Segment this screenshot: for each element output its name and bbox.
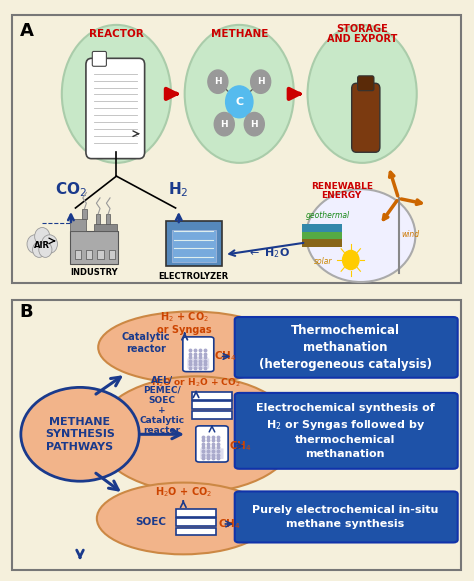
Ellipse shape (308, 25, 417, 163)
Ellipse shape (62, 25, 171, 163)
FancyBboxPatch shape (235, 393, 458, 469)
Text: solar: solar (314, 257, 333, 266)
Bar (74, 250, 81, 260)
FancyBboxPatch shape (176, 528, 216, 535)
Text: geothermal: geothermal (306, 211, 350, 220)
Circle shape (33, 242, 46, 257)
FancyBboxPatch shape (235, 317, 458, 378)
Text: Catalytic
reactor: Catalytic reactor (122, 332, 170, 354)
Bar (301, 232, 342, 239)
Bar (109, 250, 115, 260)
Bar (96, 214, 100, 224)
Bar (70, 231, 118, 264)
Text: CH$_4$: CH$_4$ (214, 350, 237, 363)
Text: METHANE
SYNTHESIS
PATHWAYS: METHANE SYNTHESIS PATHWAYS (45, 417, 115, 451)
FancyBboxPatch shape (357, 76, 374, 91)
Text: INDUSTRY: INDUSTRY (70, 268, 118, 277)
Circle shape (244, 113, 264, 136)
Bar (70, 219, 86, 231)
FancyBboxPatch shape (172, 230, 216, 262)
FancyBboxPatch shape (176, 518, 216, 526)
Bar (82, 209, 87, 219)
Text: H$_2$ + CO$_2$
or Syngas: H$_2$ + CO$_2$ or Syngas (157, 310, 212, 335)
Text: A: A (19, 22, 33, 40)
FancyBboxPatch shape (192, 392, 232, 400)
Bar (301, 224, 342, 232)
FancyBboxPatch shape (352, 83, 380, 152)
Ellipse shape (96, 376, 296, 492)
Ellipse shape (98, 311, 285, 383)
Text: H: H (250, 120, 258, 128)
FancyBboxPatch shape (192, 401, 232, 409)
Circle shape (343, 250, 359, 270)
FancyBboxPatch shape (235, 492, 458, 543)
FancyBboxPatch shape (165, 221, 222, 266)
FancyBboxPatch shape (187, 358, 209, 368)
Text: CH$_4$: CH$_4$ (229, 439, 251, 453)
Text: Thermochemical
methanation
(heterogeneous catalysis): Thermochemical methanation (heterogeneou… (259, 324, 432, 371)
Text: SOEC: SOEC (135, 517, 166, 527)
Ellipse shape (21, 388, 139, 481)
FancyBboxPatch shape (176, 509, 216, 517)
Text: H$_2$O + CO$_2$: H$_2$O + CO$_2$ (155, 485, 212, 499)
Text: ELECTROLYZER: ELECTROLYZER (159, 272, 229, 281)
Text: AEL/
PEMEC/
SOEC
+
Catalytic
reactor: AEL/ PEMEC/ SOEC + Catalytic reactor (139, 376, 184, 435)
Bar (106, 214, 110, 224)
FancyBboxPatch shape (86, 58, 145, 159)
Text: CH$_4$: CH$_4$ (218, 517, 240, 531)
Text: $\leftarrow$ H$_2$O: $\leftarrow$ H$_2$O (247, 246, 290, 260)
Bar (97, 250, 104, 260)
FancyBboxPatch shape (92, 52, 106, 66)
Circle shape (39, 242, 52, 257)
FancyBboxPatch shape (183, 337, 214, 372)
Text: C: C (235, 97, 243, 107)
FancyBboxPatch shape (192, 411, 232, 418)
Circle shape (251, 70, 271, 94)
FancyBboxPatch shape (196, 426, 228, 462)
Text: H: H (220, 120, 228, 128)
FancyBboxPatch shape (12, 15, 461, 284)
Circle shape (27, 235, 43, 253)
Bar (86, 250, 92, 260)
Ellipse shape (185, 25, 294, 163)
Bar (301, 239, 342, 247)
Text: wind: wind (401, 230, 419, 239)
Text: AIR: AIR (34, 241, 50, 250)
Circle shape (208, 70, 228, 94)
Text: METHANE: METHANE (210, 29, 268, 39)
Text: H: H (214, 77, 222, 86)
Ellipse shape (306, 189, 415, 282)
Text: H$_2$: H$_2$ (168, 180, 189, 199)
Text: RENEWABLE
ENERGY: RENEWABLE ENERGY (310, 182, 373, 200)
Text: CO$_2$: CO$_2$ (55, 180, 87, 199)
Text: B: B (19, 303, 33, 321)
Bar (94, 224, 118, 231)
FancyBboxPatch shape (12, 300, 461, 569)
Text: STORAGE
AND EXPORT: STORAGE AND EXPORT (327, 23, 397, 44)
Text: Purely electrochemical in-situ
methane synthesis: Purely electrochemical in-situ methane s… (252, 505, 438, 529)
Circle shape (35, 228, 50, 245)
Circle shape (214, 113, 234, 136)
Circle shape (42, 235, 57, 253)
Text: H: H (257, 77, 264, 86)
Text: Electrochemical synthesis of
H$_2$ or Syngas followed by
thermochemical
methanat: Electrochemical synthesis of H$_2$ or Sy… (256, 403, 435, 459)
Circle shape (226, 86, 253, 118)
Text: H$_2$O or H$_2$O + CO$_2$: H$_2$O or H$_2$O + CO$_2$ (151, 376, 241, 389)
Ellipse shape (97, 483, 270, 554)
FancyBboxPatch shape (201, 449, 224, 459)
Text: REACTOR: REACTOR (89, 29, 144, 39)
